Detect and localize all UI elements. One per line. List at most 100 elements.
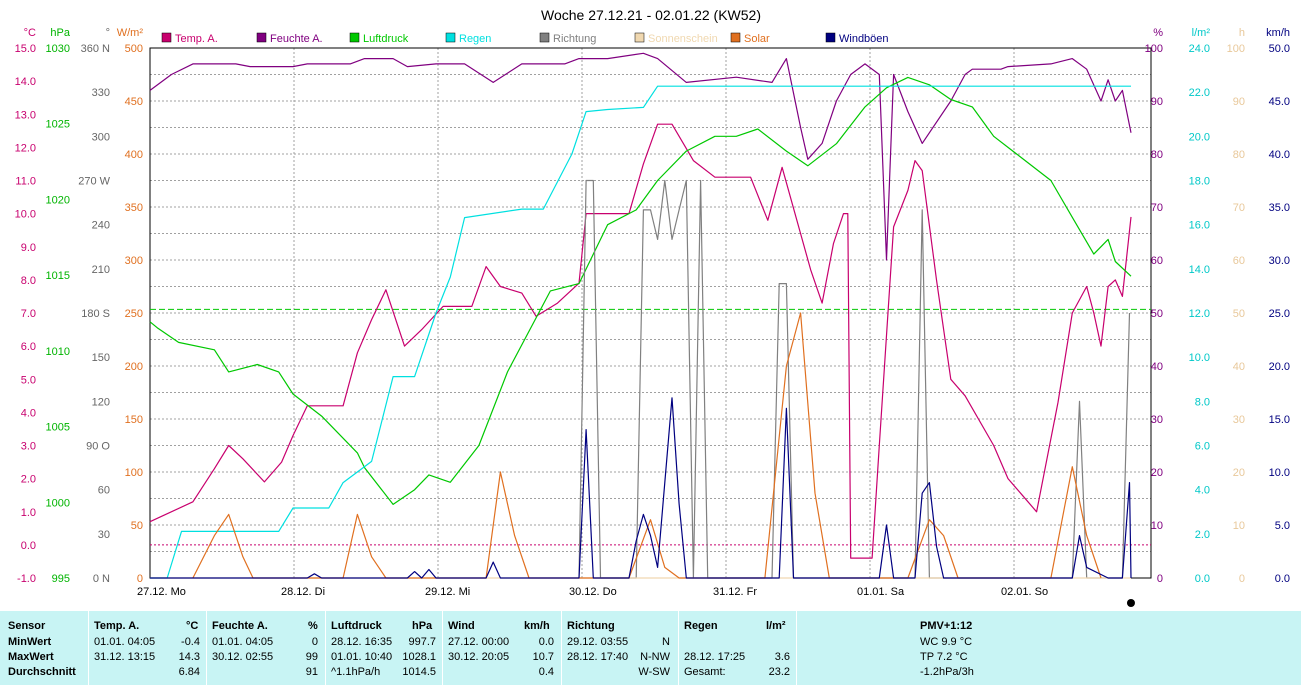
left-axis-3-tick: 150 (125, 414, 143, 426)
right-axis-1-tick: 16.0 (1189, 220, 1210, 232)
legend-label: Richtung (553, 33, 596, 45)
wind-max-time: 30.12. 20:05 (448, 651, 510, 663)
stats-separator (206, 611, 207, 685)
right-axis-1-tick: 10.0 (1189, 352, 1210, 364)
left-axis-1-unit: hPa (50, 27, 70, 39)
left-axis-1-tick: 1025 (46, 119, 70, 131)
right-axis-3-tick: 5.0 (1275, 520, 1290, 532)
left-axis-3-tick: 250 (125, 308, 143, 320)
right-axis-0-tick: 30 (1151, 414, 1163, 426)
left-axis-0-unit: °C (24, 27, 36, 39)
right-axis-1-tick: 0.0 (1195, 573, 1210, 585)
left-axis-0-tick: 0.0 (21, 540, 36, 552)
rain-max-time: 28.12. 17:25 (684, 651, 746, 663)
right-axis-2-tick: 30 (1233, 414, 1245, 426)
stats-separator (678, 611, 679, 685)
left-axis-1-tick: 1015 (46, 270, 70, 282)
left-axis-3-tick: 450 (125, 96, 143, 108)
left-axis-0-tick: 9.0 (21, 242, 36, 254)
left-axis-0-tick: 11.0 (15, 176, 36, 188)
right-axis-1-tick: 4.0 (1195, 485, 1210, 497)
x-tick-label: 01.01. Sa (857, 586, 905, 598)
right-axis-0-tick: 50 (1151, 308, 1163, 320)
legend-swatch (730, 32, 741, 43)
right-axis-3-tick: 50.0 (1269, 43, 1290, 55)
wind-max-value: 10.7 (532, 651, 554, 663)
direction-max-time: 28.12. 17:40 (567, 651, 629, 663)
right-axis-0-tick: 90 (1151, 96, 1163, 108)
left-axis-0-tick: 1.0 (21, 507, 36, 519)
series-pressure (149, 76, 1132, 505)
row-label-max: MaxWert (8, 651, 54, 663)
right-axis-2-tick: 90 (1233, 96, 1245, 108)
series-humidity (149, 52, 1132, 261)
series-temp (149, 123, 1132, 559)
right-axis-0-tick: 40 (1151, 361, 1163, 373)
left-axis-2-unit: ° (106, 27, 110, 39)
legend-swatch (825, 32, 836, 43)
left-axis-3-tick: 50 (131, 520, 143, 532)
right-axis-3-tick: 15.0 (1269, 414, 1290, 426)
row-label-min: MinWert (8, 636, 52, 648)
right-axis-2-tick: 10 (1233, 520, 1245, 532)
legend-label: Solar (744, 33, 770, 45)
current-time-marker (1126, 599, 1135, 607)
right-axis-0-tick: 80 (1151, 149, 1163, 161)
legend-label: Feuchte A. (270, 33, 323, 45)
rain-unit: l/m² (766, 620, 786, 632)
legend-label: Luftdruck (363, 33, 409, 45)
pressure-max-value: 1028.1 (402, 651, 436, 663)
left-axis-2-tick: 0 N (93, 573, 110, 585)
dewpoint-value: TP 7.2 °C (920, 651, 968, 663)
legend-swatch (445, 32, 456, 43)
right-axis-1-tick: 20.0 (1189, 131, 1210, 143)
pressure-max-time: 01.01. 10:40 (331, 651, 393, 663)
left-axis-2-tick: 360 N (81, 43, 110, 55)
humidity-header: Feuchte A. (212, 620, 268, 632)
chart-title: Woche 27.12.21 - 02.01.22 (KW52) (541, 7, 761, 23)
right-axis-0-tick: 60 (1151, 255, 1163, 267)
left-axis-0-tick: 12.0 (15, 142, 36, 154)
left-axis-3-tick: 200 (125, 361, 143, 373)
pressure-header: Luftdruck (331, 620, 382, 632)
right-axis-2-tick: 70 (1233, 202, 1245, 214)
direction-min-value: N (662, 636, 670, 648)
x-tick-label: 30.12. Do (569, 586, 617, 598)
series-rain (150, 85, 1131, 579)
wind-min-value: 0.0 (538, 636, 554, 648)
temp-min-value: -0.4 (181, 636, 200, 648)
right-axis-0-tick: 0 (1157, 573, 1163, 585)
direction-max-value: N-NW (640, 651, 670, 663)
legend-swatch (634, 32, 645, 43)
left-axis-1-tick: 1030 (46, 43, 70, 55)
left-axis-0-tick: 14.0 (15, 76, 36, 88)
temp-avg-value: 6.84 (178, 666, 200, 678)
right-axis-2-tick: 0 (1239, 573, 1245, 585)
stats-separator (325, 611, 326, 685)
left-axis-0-tick: 6.0 (21, 341, 36, 353)
wind-avg-value: 0.4 (538, 666, 554, 678)
temp-unit: °C (186, 620, 199, 632)
left-axis-0-tick: 2.0 (21, 474, 36, 486)
humidity-max-value: 99 (305, 651, 318, 663)
right-axis-3-unit: km/h (1266, 27, 1290, 39)
left-axis-2-tick: 30 (98, 529, 110, 541)
current-time-dot (1126, 599, 1135, 607)
right-axis-3-tick: 30.0 (1269, 255, 1290, 267)
temp-min-time: 01.01. 04:05 (94, 636, 156, 648)
left-axis-0-tick: 10.0 (15, 209, 36, 221)
windchill-value: WC 9.9 °C (920, 636, 973, 648)
left-axis-2-tick: 120 (92, 396, 110, 408)
right-axis-2-tick: 80 (1233, 149, 1245, 161)
rain-max-value: 3.6 (774, 651, 790, 663)
left-axis-3-tick: 300 (125, 255, 143, 267)
rain-total-label: Gesamt: (684, 666, 726, 678)
left-axis-1-tick: 1005 (46, 422, 70, 434)
left-axis-0-tick: 15.0 (15, 43, 36, 55)
pmv-header: PMV+1:12 (920, 620, 973, 632)
right-axis-2-tick: 20 (1233, 467, 1245, 479)
legend: Temp. A. Feuchte A. Luftdruck Regen Richtung… (161, 32, 889, 45)
right-axis-2-tick: 40 (1233, 361, 1245, 373)
direction-min-time: 29.12. 03:55 (567, 636, 629, 648)
left-axis-1-tick: 1020 (46, 194, 70, 206)
